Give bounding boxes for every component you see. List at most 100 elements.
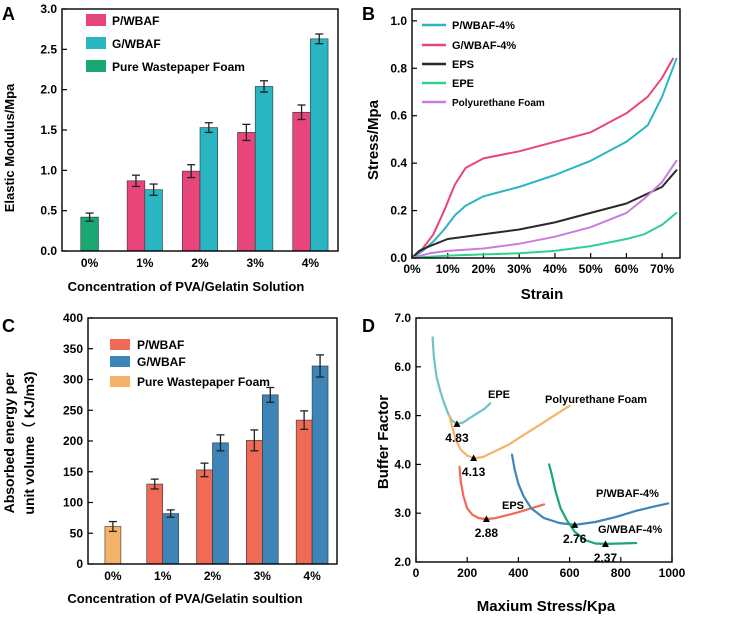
- panel-d-label-g: G/WBAF-4%: [598, 524, 662, 536]
- bar: [254, 86, 274, 252]
- x-tick-label: 1%: [136, 256, 154, 270]
- y-tick-label: 0.5: [40, 204, 57, 218]
- x-tick-label: 0%: [81, 256, 99, 270]
- series-line-p-wbaf-4-: [510, 453, 670, 526]
- panel-d-marks: 2.0 3.0 4.0 5.0 6.0 7.0 0 200 400 600 800 1000 4.83 4…: [394, 311, 685, 580]
- panel-c-legend-swatch-pure: [110, 376, 130, 387]
- y-tick-label: 400: [63, 311, 83, 325]
- panel-d-label-pu: Polyurethane Foam: [545, 394, 647, 406]
- min-marker-label: 2.76: [563, 532, 587, 546]
- panel-b-legend-g: G/WBAF-4%: [452, 40, 516, 52]
- panel-c: C Absorbed energy per unit volume（ KJ/m3…: [1, 311, 338, 606]
- y-tick-label: 2.0: [40, 83, 57, 97]
- panel-c-legend-swatch-g: [110, 356, 130, 367]
- bar: [199, 127, 218, 252]
- panel-c-legend-pure: Pure Wastepaper Foam: [137, 375, 270, 389]
- panel-b-frame: [411, 8, 681, 259]
- x-tick-label: 400: [508, 566, 528, 580]
- x-tick-label: 70%: [650, 262, 674, 276]
- panel-b-xlabel: Strain: [521, 286, 564, 303]
- x-tick-label: 800: [611, 566, 631, 580]
- panel-d-ylabel: Buffer Factor: [375, 395, 392, 489]
- y-tick-label: 2.5: [40, 42, 57, 56]
- y-tick-label: 7.0: [394, 311, 411, 325]
- y-tick-label: 200: [63, 434, 83, 448]
- y-tick-label: 150: [63, 465, 83, 479]
- panel-a: A Elastic Modulus/Mpa Concentration of P…: [2, 2, 339, 294]
- y-tick-label: 3.0: [394, 506, 411, 520]
- y-tick-label: 1.0: [40, 163, 57, 177]
- panel-b-marks: 0.0 0.2 0.4 0.6 0.8 1.0 0% 10% 20% 30% 40% 50% 60% 70…: [390, 14, 678, 276]
- bar: [310, 38, 329, 252]
- y-tick-label: 5.0: [394, 409, 411, 423]
- bar: [261, 394, 279, 565]
- x-tick-label: 50%: [579, 262, 603, 276]
- x-tick-label: 3%: [254, 569, 272, 583]
- panel-a-ylabel: Elastic Modulus/Mpa: [2, 83, 17, 212]
- y-tick-label: 0.4: [390, 156, 407, 170]
- panel-a-letter: A: [2, 4, 15, 24]
- panel-d-xlabel: Maxium Stress/Kpa: [477, 598, 616, 615]
- panel-c-legend-p: P/WBAF: [137, 338, 184, 352]
- bar: [196, 469, 213, 565]
- panel-b-legend-pu: Polyurethane Foam: [452, 98, 545, 109]
- min-marker: [601, 540, 609, 547]
- panel-c-letter: C: [2, 316, 15, 336]
- panel-d-label-epe: EPE: [488, 389, 510, 401]
- x-tick-label: 40%: [543, 262, 567, 276]
- y-tick-label: 1.0: [390, 14, 407, 28]
- bar: [212, 442, 229, 565]
- min-marker-label: 4.13: [462, 465, 486, 479]
- bar: [292, 111, 311, 252]
- panel-a-marks: 0.0 0.5 1.0 1.5 2.0 2.5 3.0 0% 1% 2% 3% 4%: [40, 2, 329, 270]
- bar: [182, 170, 201, 252]
- panel-b: B Stress/Mpa Strain 0.0 0.2 0.4 0.6 0.8 1.0 0%…: [362, 4, 681, 303]
- y-tick-label: 3.0: [40, 2, 57, 16]
- panel-b-ylabel: Stress/Mpa: [365, 99, 382, 180]
- panel-a-frame: [61, 8, 339, 252]
- panel-a-legend-g: G/WBAF: [112, 37, 161, 51]
- series-line-eps: [458, 465, 546, 521]
- y-tick-label: 300: [63, 373, 83, 387]
- panel-a-xlabel: Concentration of PVA/Gelatin Solution: [68, 279, 305, 294]
- min-marker-label: 2.88: [475, 526, 499, 540]
- bar: [311, 365, 329, 565]
- y-tick-label: 2.0: [394, 555, 411, 569]
- panel-c-ylabel-line1: Absorbed energy per: [1, 372, 17, 513]
- panel-a-legend-swatch-g: [86, 37, 106, 49]
- x-tick-label: 4%: [303, 569, 321, 583]
- panel-c-legend-g: G/WBAF: [137, 355, 186, 369]
- panel-b-legend-eps: EPS: [452, 59, 474, 71]
- y-tick-label: 0.0: [390, 251, 407, 265]
- panel-c-frame: [87, 317, 338, 565]
- series-line-epe: [431, 336, 492, 425]
- y-tick-label: 4.0: [394, 457, 411, 471]
- panel-d-label-eps: EPS: [502, 500, 524, 512]
- panel-c-ylabel-line2: unit volume（ KJ/m3): [21, 371, 37, 514]
- panel-d-letter: D: [362, 316, 375, 336]
- series-line-p-wbaf-4-: [411, 57, 678, 259]
- min-marker: [453, 420, 461, 427]
- x-tick-label: 10%: [436, 262, 460, 276]
- panel-b-legend-epe: EPE: [452, 78, 474, 90]
- bar: [295, 419, 313, 565]
- min-marker-label: 4.83: [445, 431, 469, 445]
- y-tick-label: 100: [63, 496, 83, 510]
- x-tick-label: 1%: [154, 569, 172, 583]
- min-marker: [571, 521, 579, 528]
- y-tick-label: 250: [63, 403, 83, 417]
- panel-c-xlabel: Concentration of PVA/Gelatin soultion: [67, 591, 302, 606]
- series-line-g-wbaf-4-: [548, 463, 638, 545]
- panel-c-marks: 0 50 100 150 200 250 300 350 400 0% 1% 2% 3% 4%: [63, 311, 329, 583]
- series-line-polyurethane-foam: [411, 159, 678, 259]
- panel-a-legend-pure: Pure Wastepaper Foam: [112, 60, 245, 74]
- panel-d-frame: [415, 317, 673, 563]
- series-line-eps: [411, 169, 678, 259]
- x-tick-label: 30%: [507, 262, 531, 276]
- bar: [126, 180, 146, 252]
- bar: [237, 132, 256, 252]
- panel-d: D Buffer Factor Maxium Stress/Kpa 2.0 3.0…: [362, 311, 686, 615]
- panel-a-legend-swatch-pure: [86, 60, 106, 72]
- x-tick-label: 600: [560, 566, 580, 580]
- panel-c-legend-swatch-p: [110, 339, 130, 350]
